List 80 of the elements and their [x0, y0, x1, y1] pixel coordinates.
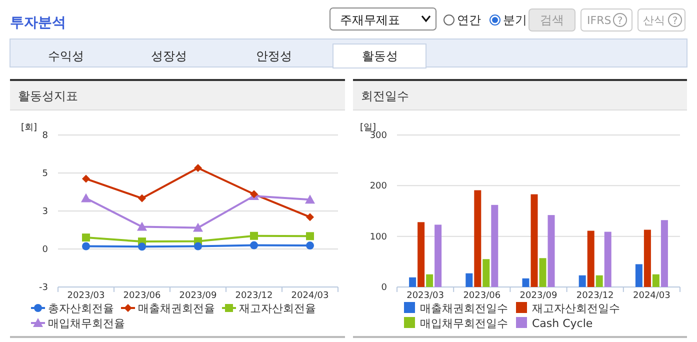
point: [81, 193, 91, 202]
text: 성장성: [151, 49, 187, 63]
legend-label: 매출채권회전율: [138, 302, 215, 315]
x-tick-label: 2023/12: [235, 291, 273, 301]
x-tick-label: 2023/03: [67, 291, 105, 301]
point: [306, 232, 314, 240]
text: 투자분석: [10, 15, 66, 31]
point: [82, 174, 90, 183]
bar: [409, 277, 416, 287]
point: [194, 242, 202, 250]
point: [193, 222, 203, 232]
point: [250, 241, 258, 250]
text: 산식: [643, 14, 665, 27]
text: ?: [672, 16, 678, 27]
y-tick-label: 8: [42, 131, 48, 141]
text: IFRS: [587, 14, 612, 27]
bar: [596, 275, 603, 287]
text: 분기: [503, 13, 527, 27]
y-axis-title: [일]: [360, 123, 376, 133]
bar: [539, 258, 546, 287]
bar: [466, 273, 473, 287]
point: [138, 242, 146, 251]
point: [138, 194, 146, 202]
bar: [491, 204, 498, 287]
bar: [474, 190, 482, 287]
chart-title: 활동성지표: [18, 89, 78, 103]
x-tick-label: 2023/09: [179, 291, 217, 301]
y-tick-label: 0: [381, 283, 388, 293]
bar: [548, 215, 555, 287]
bar: [644, 230, 651, 287]
y-tick-label: -3: [39, 283, 48, 293]
bar: [530, 194, 538, 287]
bar: [660, 220, 668, 287]
x-tick-label: 2023/12: [576, 291, 614, 301]
y-tick-label: 100: [370, 232, 388, 242]
x-tick-label: 2024/03: [633, 291, 670, 301]
point: [305, 194, 315, 204]
legend-label: 총자산회전율: [48, 302, 114, 315]
bar: [635, 264, 642, 287]
text: 안정성: [256, 49, 292, 63]
bar: [522, 278, 530, 287]
text: 수익성: [48, 49, 84, 63]
bar: [604, 232, 612, 287]
point: [82, 234, 90, 242]
x-tick-label: 2023/03: [406, 291, 444, 301]
y-tick-label: 3: [42, 207, 48, 217]
text: 주재무제표: [340, 13, 400, 27]
y-tick-label: 5: [42, 169, 48, 179]
bar: [652, 274, 660, 287]
legend-label: 재고자산회전일수: [532, 302, 620, 315]
text: 활동성: [362, 49, 398, 63]
point: [137, 222, 147, 231]
point: [250, 232, 258, 240]
bar: [418, 222, 425, 287]
text: 연간: [457, 13, 481, 27]
point: [82, 242, 90, 250]
chart-title: 회전일수: [361, 89, 409, 103]
legend-label: 재고자산회전율: [239, 302, 316, 315]
bar: [482, 259, 490, 287]
x-tick-label: 2023/09: [520, 291, 558, 301]
text: ?: [617, 16, 623, 27]
y-tick-label: 0: [42, 245, 48, 255]
bar: [434, 224, 442, 287]
x-tick-label: 2023/06: [123, 291, 161, 301]
point: [306, 242, 314, 250]
y-tick-label: 200: [370, 182, 388, 192]
y-tick-label: 300: [370, 131, 388, 141]
x-tick-label: 2024/03: [291, 291, 329, 301]
bar: [426, 274, 434, 287]
legend-label: 매입채무회전일수: [420, 317, 508, 330]
bar: [587, 230, 594, 287]
y-axis-title: [회]: [21, 123, 38, 133]
legend-label: 매입채무회전율: [48, 317, 125, 330]
point: [194, 164, 202, 172]
point: [306, 213, 314, 222]
text: 검색: [540, 13, 564, 27]
bar: [578, 275, 586, 287]
x-tick-label: 2023/06: [463, 291, 501, 301]
legend-label: 매출채권회전일수: [420, 302, 508, 315]
legend-label: Cash Cycle: [532, 317, 593, 330]
